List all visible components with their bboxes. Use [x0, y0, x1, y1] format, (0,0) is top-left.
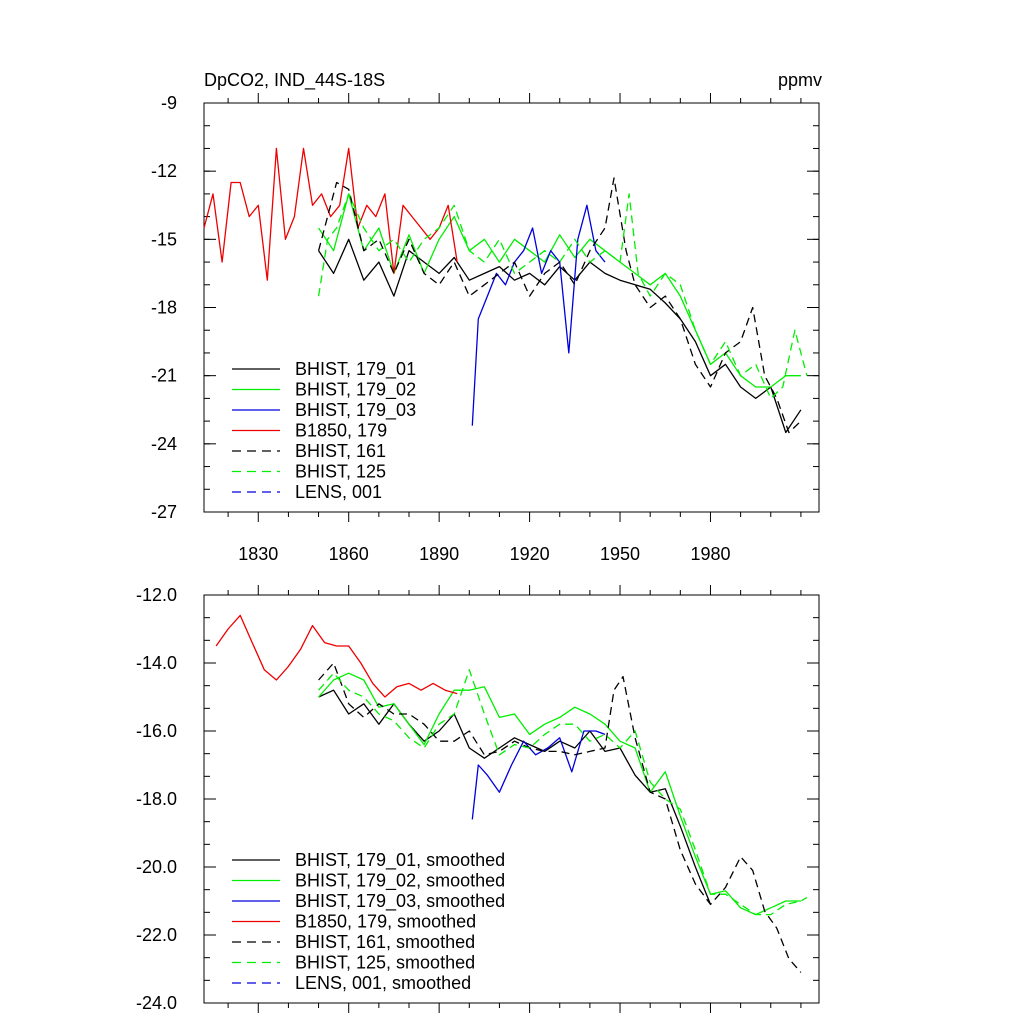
series-line	[317, 193, 808, 400]
x-tick-label: 1920	[510, 544, 550, 564]
y-tick-label: -9	[161, 93, 177, 113]
x-tick-label: 1980	[690, 544, 730, 564]
y-tick-label: -18.0	[136, 789, 177, 809]
series-line	[471, 204, 606, 426]
y-tick-label: -14.0	[136, 653, 177, 673]
legend-label: BHIST, 179_02, smoothed	[295, 871, 505, 892]
legend-label: BHIST, 179_01	[295, 359, 416, 380]
legend-label: B1850, 179, smoothed	[295, 912, 476, 932]
y-tick-label: -24	[151, 434, 177, 454]
bottom-panel: -24.0 -22.0 -20.0 -18.0 -16.0 -14.0 -12.0 BHIST…	[136, 585, 820, 1013]
series-line	[471, 730, 606, 820]
y-tick-label: -16.0	[136, 721, 177, 741]
y-tick-label: -15	[151, 229, 177, 249]
legend-label: BHIST, 179_03, smoothed	[295, 891, 505, 912]
y-tick-label: -24.0	[136, 993, 177, 1013]
series-line	[318, 672, 801, 916]
legend-label: BHIST, 125	[295, 462, 386, 482]
x-tick-label: 1950	[600, 544, 640, 564]
legend-label: BHIST, 179_01, smoothed	[295, 850, 505, 871]
chart-title: DpCO2, IND_44S-18S	[204, 70, 385, 91]
series-line	[318, 689, 712, 905]
y-tick-label: -12.0	[136, 585, 177, 605]
legend-label: BHIST, 179_02	[295, 380, 416, 401]
x-tick-label: 1890	[419, 544, 459, 564]
y-tick-label: -21	[151, 366, 177, 386]
y-tick-label: -22.0	[136, 925, 177, 945]
top-panel: DpCO2, IND_44S-18S ppmv -27-24-21-18-15-…	[151, 70, 822, 564]
series-line	[318, 669, 808, 916]
plot-layer: -27 -24 -21 -18 -15 -12 -9 1830 1860 1890 1920 1950…	[151, 93, 819, 564]
x-tick-label: 1860	[329, 544, 369, 564]
legend-label: LENS, 001, smoothed	[295, 973, 471, 993]
series-line	[318, 662, 802, 973]
legend-label: BHIST, 161	[295, 441, 386, 461]
units-label: ppmv	[778, 70, 822, 90]
plot-layer: -24.0 -22.0 -20.0 -18.0 -16.0 -14.0 -12.0 BHIST…	[136, 585, 819, 1013]
y-tick-label: -27	[151, 502, 177, 522]
x-tick-label: 1830	[238, 544, 278, 564]
series-line	[203, 147, 458, 281]
series-line	[317, 177, 802, 434]
legend-label: B1850, 179	[295, 421, 387, 441]
legend-label: BHIST, 179_03	[295, 400, 416, 421]
legend-label: LENS, 001	[295, 482, 382, 502]
y-tick-label: -20.0	[136, 857, 177, 877]
legend-label: BHIST, 125, smoothed	[295, 953, 475, 973]
series-line	[318, 193, 801, 388]
y-tick-label: -12	[151, 161, 177, 181]
legend-label: BHIST, 161, smoothed	[295, 932, 475, 952]
y-tick-label: -18	[151, 298, 177, 318]
series-line	[215, 614, 458, 698]
